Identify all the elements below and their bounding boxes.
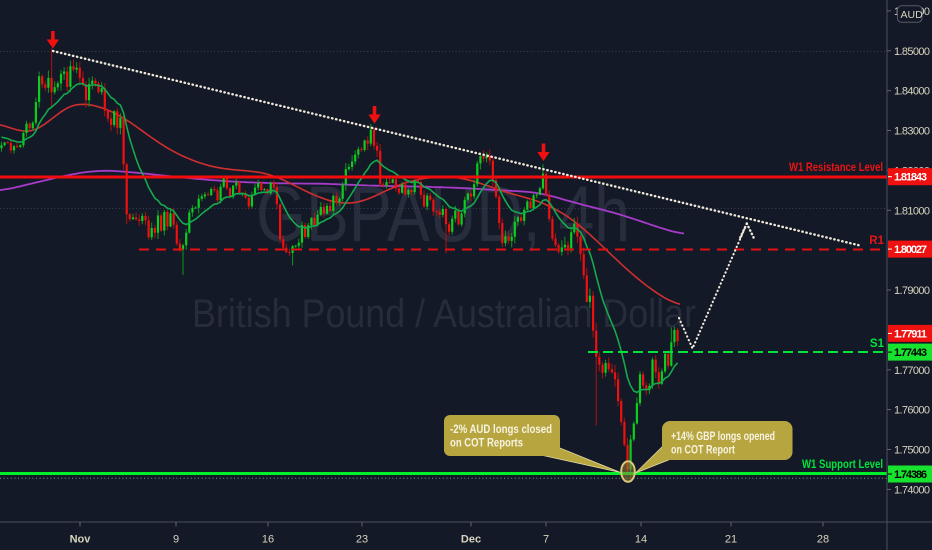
svg-text:21: 21 [725, 534, 737, 546]
svg-text:9: 9 [173, 534, 179, 546]
svg-text:1.81843: 1.81843 [894, 172, 927, 184]
svg-text:British Pound / Australian Dol: British Pound / Australian Dollar [192, 292, 696, 336]
svg-text:1.77000: 1.77000 [894, 365, 930, 377]
svg-text:S1: S1 [870, 338, 885, 350]
svg-text:14: 14 [635, 534, 647, 546]
svg-text:Nov: Nov [70, 534, 92, 546]
svg-text:1.79000: 1.79000 [894, 285, 930, 297]
svg-text:Dec: Dec [461, 534, 481, 546]
svg-text:1.83000: 1.83000 [894, 126, 930, 138]
svg-text:1.76000: 1.76000 [894, 405, 930, 417]
svg-text:1.75000: 1.75000 [894, 445, 930, 457]
svg-text:1.74000: 1.74000 [894, 484, 930, 496]
svg-text:on COT Report: on COT Report [671, 445, 735, 457]
svg-text:AUD: AUD [901, 9, 924, 21]
svg-text:1.77911: 1.77911 [894, 328, 927, 340]
svg-text:1.80027: 1.80027 [894, 244, 927, 256]
svg-text:1.85000: 1.85000 [894, 46, 930, 58]
svg-text:W1 Support Level: W1 Support Level [802, 459, 883, 471]
svg-text:23: 23 [356, 534, 368, 546]
svg-text:1.81000: 1.81000 [894, 205, 930, 217]
svg-text:on COT Reports: on COT Reports [450, 438, 523, 450]
svg-text:R1: R1 [869, 235, 884, 247]
svg-text:7: 7 [543, 534, 549, 546]
svg-text:-2% AUD longs closed: -2% AUD longs closed [450, 424, 552, 436]
svg-text:16: 16 [262, 534, 274, 546]
svg-text:28: 28 [817, 534, 829, 546]
svg-text:1.74386: 1.74386 [894, 469, 927, 481]
svg-text:W1 Resistance Level: W1 Resistance Level [789, 162, 883, 174]
svg-text:1.84000: 1.84000 [894, 86, 930, 98]
svg-text:1.77443: 1.77443 [894, 347, 927, 359]
svg-text:+14% GBP longs opened: +14% GBP longs opened [671, 431, 775, 443]
